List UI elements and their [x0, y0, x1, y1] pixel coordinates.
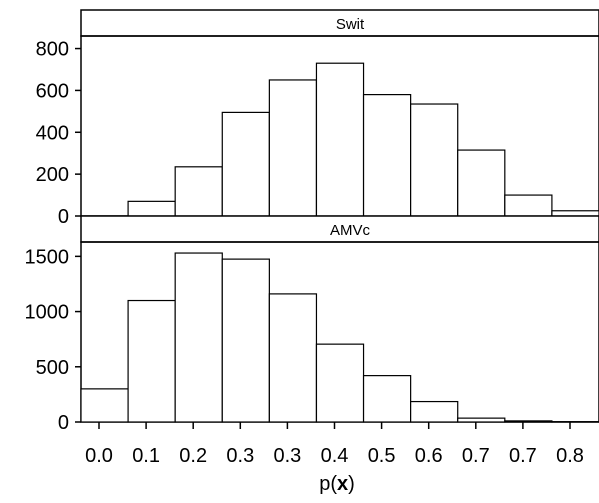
x-tick-label: 0.5 [368, 445, 396, 467]
x-tick-label: 0.7 [462, 445, 490, 467]
histogram-bar [457, 149, 506, 217]
histogram-bar [551, 210, 599, 217]
histogram-bar [127, 200, 176, 217]
panel-swit: Swit 0 200 400 600 800 [36, 9, 599, 228]
x-tick-label: 0.4 [321, 445, 349, 467]
histogram-bar [315, 343, 365, 423]
x-axis-title: p(x) [319, 473, 355, 495]
histogram-bar [504, 194, 553, 217]
histogram-bar [504, 420, 553, 423]
histogram-bar [315, 62, 365, 217]
y-tick-label: 600 [36, 80, 69, 102]
y-tick-label: 1500 [25, 246, 70, 268]
histogram-bar [457, 417, 506, 423]
histogram-bar [362, 375, 412, 423]
histogram-bar [174, 166, 223, 217]
histogram-bar [174, 252, 223, 423]
y-tick-label: 0 [58, 206, 69, 228]
bars-group [80, 252, 599, 423]
x-tick-label: 0.3 [273, 445, 301, 467]
x-axis: 0.0 0.1 0.2 0.3 0.3 0.4 0.5 0.6 0.7 0.7 0.8 [85, 422, 584, 467]
y-tick-label: 500 [36, 357, 69, 379]
y-tick-label: 0 [58, 412, 69, 434]
x-tick-label: 0.2 [179, 445, 207, 467]
x-tick-label: 0.6 [415, 445, 443, 467]
histogram-bar [362, 94, 412, 217]
x-tick-label: 0.8 [556, 445, 584, 467]
x-tick-label: 0.0 [85, 445, 113, 467]
x-tick-label: 0.3 [226, 445, 254, 467]
y-tick-label: 400 [36, 122, 69, 144]
histogram-bar [221, 111, 270, 217]
panel-amvc: AMVc 0 500 1000 1500 [25, 215, 599, 434]
histogram-bar [410, 103, 459, 217]
histogram-bar [410, 400, 459, 423]
y-tick-label: 800 [36, 39, 69, 61]
histogram-bar [268, 293, 318, 423]
y-tick-label: 1000 [25, 302, 70, 324]
x-tick-label: 0.7 [509, 445, 537, 467]
histogram-bar [268, 79, 318, 217]
y-axis: 0 500 1000 1500 [25, 246, 81, 434]
y-axis: 0 200 400 600 800 [36, 39, 81, 228]
x-tick-label: 0.1 [132, 445, 160, 467]
panel-strip [80, 9, 599, 37]
bars-group [127, 62, 599, 217]
histogram-bar [80, 388, 129, 423]
histogram-bar [127, 299, 176, 423]
histogram-bar [221, 258, 270, 423]
panel-strip-label: AMVc [330, 222, 371, 239]
y-tick-label: 200 [36, 164, 69, 186]
panel-strip-label: Swit [336, 16, 365, 33]
